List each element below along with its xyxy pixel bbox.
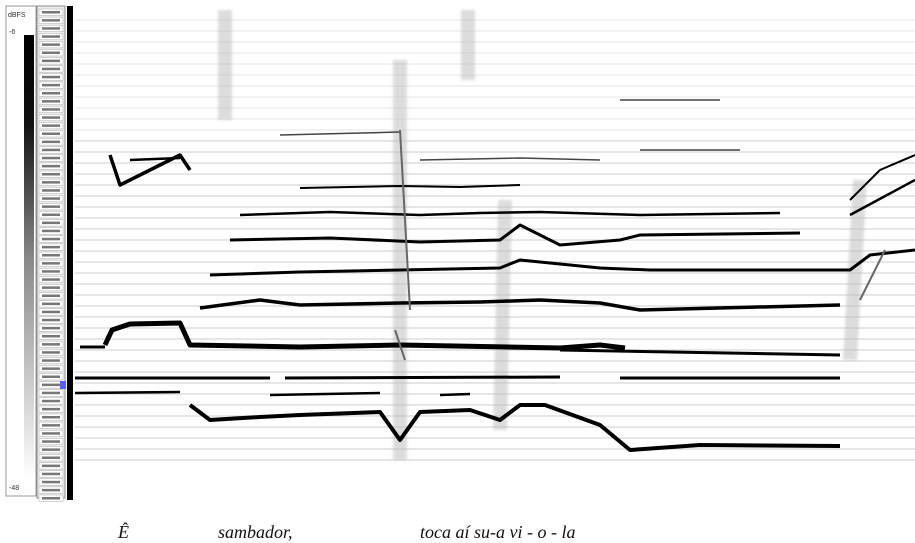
frequency-text bbox=[42, 311, 60, 314]
frequency-text bbox=[42, 19, 60, 22]
frequency-text bbox=[42, 432, 60, 435]
frequency-text bbox=[42, 489, 60, 492]
divider bbox=[67, 6, 73, 500]
frequency-text bbox=[42, 100, 60, 103]
frequency-text bbox=[42, 60, 60, 63]
frequency-text bbox=[42, 262, 60, 265]
frequency-text bbox=[42, 359, 60, 362]
frequency-text bbox=[42, 408, 60, 411]
frequency-text bbox=[42, 303, 60, 306]
frequency-marker bbox=[60, 381, 66, 389]
lyric: sambador, bbox=[218, 522, 293, 542]
frequency-text bbox=[42, 343, 60, 346]
frequency-text bbox=[42, 68, 60, 71]
frequency-text bbox=[42, 448, 60, 451]
frequency-text bbox=[42, 189, 60, 192]
frequency-text bbox=[42, 133, 60, 136]
frequency-text bbox=[42, 84, 60, 87]
frequency-text bbox=[42, 230, 60, 233]
frequency-text bbox=[42, 52, 60, 55]
frequency-text bbox=[42, 43, 60, 46]
lyric: toca aí su-a vi - o - la bbox=[420, 522, 575, 542]
frequency-text bbox=[42, 246, 60, 249]
frequency-text bbox=[42, 141, 60, 144]
frequency-text bbox=[42, 92, 60, 95]
frequency-text bbox=[42, 400, 60, 403]
frequency-text bbox=[42, 497, 60, 500]
frequency-text bbox=[42, 116, 60, 119]
frequency-text bbox=[42, 149, 60, 152]
frequency-text bbox=[42, 319, 60, 322]
frequency-text bbox=[42, 76, 60, 79]
frequency-text bbox=[42, 384, 60, 387]
scale-unit: dBFS bbox=[8, 12, 26, 19]
frequency-text bbox=[42, 254, 60, 257]
frequency-text bbox=[42, 440, 60, 443]
frequency-text bbox=[42, 295, 60, 298]
frequency-text bbox=[42, 181, 60, 184]
frequency-text bbox=[42, 197, 60, 200]
frequency-text bbox=[42, 424, 60, 427]
spectrogram-window: dBFS -6 -48 Ê sambador, toca aí su-a vi … bbox=[0, 0, 915, 543]
frequency-text bbox=[42, 222, 60, 225]
frequency-text bbox=[42, 165, 60, 168]
frequency-text bbox=[42, 286, 60, 289]
frequency-text bbox=[42, 457, 60, 460]
scale-gradient bbox=[24, 35, 34, 480]
frequency-text bbox=[42, 416, 60, 419]
scale-bottom: -48 bbox=[9, 485, 19, 492]
frequency-text bbox=[42, 157, 60, 160]
frequency-text bbox=[42, 473, 60, 476]
frequency-text bbox=[42, 376, 60, 379]
frequency-text bbox=[42, 465, 60, 468]
frequency-text bbox=[42, 335, 60, 338]
frequency-text bbox=[42, 238, 60, 241]
frequency-text bbox=[42, 27, 60, 30]
frequency-text bbox=[42, 278, 60, 281]
frequency-text bbox=[42, 367, 60, 370]
frequency-rows bbox=[39, 9, 63, 502]
frequency-text bbox=[42, 214, 60, 217]
frequency-text bbox=[42, 11, 60, 14]
spectrogram bbox=[75, 10, 915, 460]
frequency-text bbox=[42, 173, 60, 176]
frequency-text bbox=[42, 392, 60, 395]
frequency-text bbox=[42, 327, 60, 330]
scale-top: -6 bbox=[9, 29, 15, 36]
lyric: Ê bbox=[117, 521, 129, 542]
frequency-text bbox=[42, 205, 60, 208]
frequency-text bbox=[42, 351, 60, 354]
frequency-text bbox=[42, 270, 60, 273]
frequency-text bbox=[42, 108, 60, 111]
frequency-text bbox=[42, 124, 60, 127]
frequency-text bbox=[42, 35, 60, 38]
frequency-text bbox=[42, 481, 60, 484]
